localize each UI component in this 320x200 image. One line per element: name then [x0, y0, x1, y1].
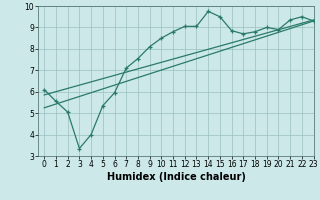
- X-axis label: Humidex (Indice chaleur): Humidex (Indice chaleur): [107, 172, 245, 182]
